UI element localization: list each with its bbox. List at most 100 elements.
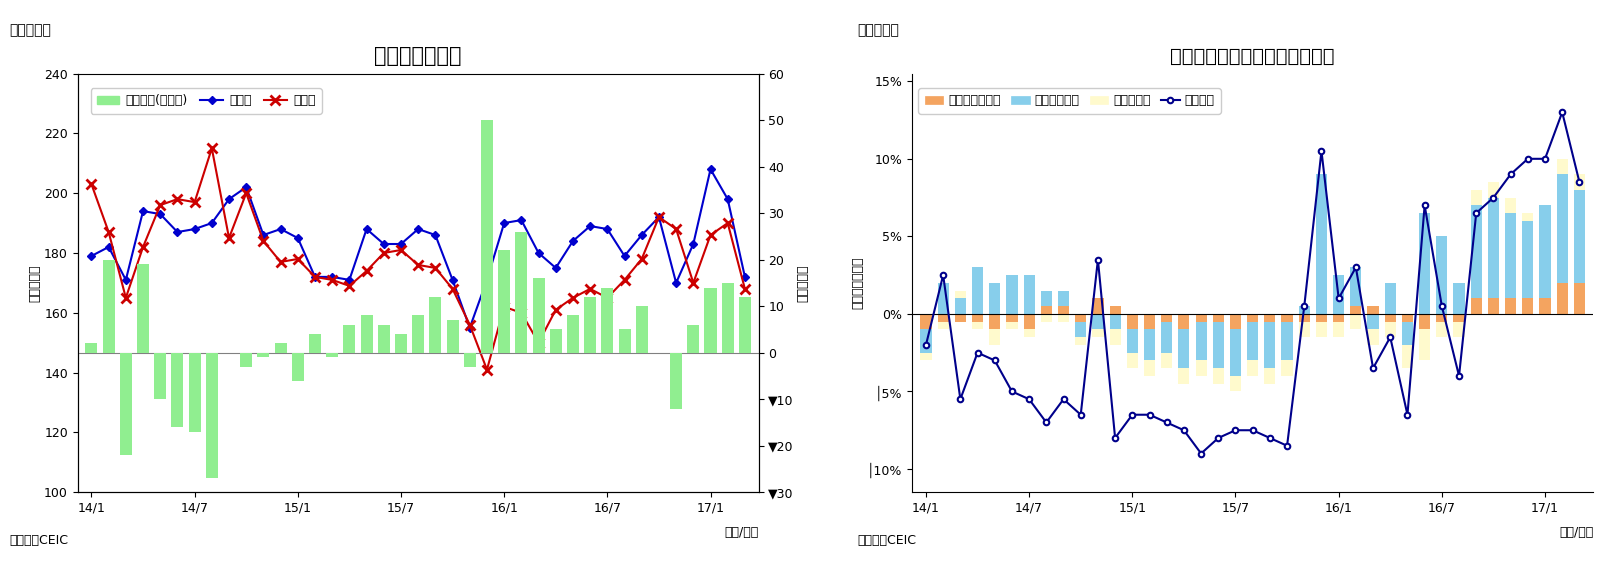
Bar bbox=[550, 329, 562, 353]
Bar bbox=[938, 314, 949, 321]
Bar bbox=[1109, 314, 1120, 329]
輸出額 bbox=[597, 226, 617, 233]
Bar bbox=[463, 353, 476, 367]
Bar bbox=[1351, 267, 1362, 306]
Bar bbox=[920, 353, 931, 360]
Bar bbox=[1023, 329, 1035, 337]
輸入額 bbox=[667, 226, 686, 233]
輸入額 bbox=[408, 262, 428, 268]
輸出額 bbox=[202, 219, 221, 226]
輸出合計 bbox=[1072, 412, 1091, 418]
Y-axis label: （前年同月比）: （前年同月比） bbox=[851, 256, 865, 309]
輸出合計 bbox=[1209, 434, 1228, 441]
Bar bbox=[1333, 321, 1344, 337]
Title: タイの賿易収支: タイの賿易収支 bbox=[374, 46, 462, 66]
Line: 輸出額: 輸出額 bbox=[89, 166, 747, 331]
Bar bbox=[1196, 314, 1207, 321]
Bar bbox=[618, 329, 631, 353]
Bar bbox=[1248, 314, 1259, 321]
Bar bbox=[1196, 321, 1207, 360]
輸出額 bbox=[168, 229, 187, 235]
Bar bbox=[1522, 213, 1533, 221]
Bar bbox=[688, 325, 699, 353]
Bar bbox=[1023, 314, 1035, 329]
Bar bbox=[1351, 306, 1362, 314]
輸入額 bbox=[460, 321, 479, 328]
輸出合計 bbox=[1261, 434, 1280, 441]
Bar bbox=[1127, 329, 1138, 353]
Bar bbox=[1540, 205, 1551, 299]
輸出合計 bbox=[1106, 434, 1125, 441]
輸出額 bbox=[581, 223, 600, 230]
Bar bbox=[1454, 321, 1464, 337]
Bar bbox=[137, 264, 148, 353]
Bar bbox=[920, 314, 931, 329]
Bar bbox=[1351, 314, 1362, 329]
Bar bbox=[1230, 314, 1241, 329]
輸入額 bbox=[150, 202, 169, 209]
Bar bbox=[1075, 337, 1086, 345]
Line: 輸入額: 輸入額 bbox=[87, 144, 751, 374]
Bar bbox=[1109, 306, 1120, 314]
Bar bbox=[1144, 314, 1156, 329]
Bar bbox=[1299, 314, 1311, 321]
Bar bbox=[533, 278, 544, 353]
輸入額 bbox=[529, 339, 549, 346]
Bar bbox=[1470, 190, 1482, 205]
Bar bbox=[1127, 353, 1138, 368]
Bar bbox=[1454, 283, 1464, 314]
Bar bbox=[103, 259, 115, 353]
Bar bbox=[1556, 174, 1567, 283]
Bar bbox=[1403, 314, 1412, 321]
Bar bbox=[1470, 205, 1482, 299]
輸出合計 bbox=[1225, 427, 1244, 434]
輸出額 bbox=[253, 231, 273, 238]
輸出合計 bbox=[1191, 450, 1210, 457]
Bar bbox=[1488, 299, 1499, 314]
輸出額 bbox=[478, 276, 497, 283]
Bar bbox=[938, 321, 949, 329]
Bar bbox=[670, 353, 683, 409]
Bar bbox=[1504, 198, 1516, 213]
Bar bbox=[1212, 321, 1223, 368]
Bar bbox=[972, 314, 983, 321]
Bar bbox=[515, 232, 528, 353]
輸出合計 bbox=[1243, 427, 1262, 434]
輸出合計 bbox=[1346, 264, 1365, 271]
輸出額 bbox=[667, 279, 686, 286]
輸出額 bbox=[700, 166, 720, 173]
輸出額 bbox=[649, 214, 668, 221]
Bar bbox=[1075, 314, 1086, 321]
Bar bbox=[1160, 314, 1172, 321]
輸出合計 bbox=[1398, 412, 1417, 418]
Bar bbox=[1178, 329, 1190, 368]
Text: （資料）CEIC: （資料）CEIC bbox=[10, 534, 68, 547]
輸出額 bbox=[494, 219, 513, 226]
Bar bbox=[1315, 321, 1327, 337]
Bar bbox=[1160, 321, 1172, 353]
輸出額 bbox=[426, 231, 445, 238]
輸出額 bbox=[150, 211, 169, 218]
Bar bbox=[1504, 213, 1516, 299]
Bar bbox=[1057, 291, 1068, 306]
輸入額 bbox=[736, 286, 755, 292]
輸出額 bbox=[718, 196, 738, 202]
輸出合計 bbox=[1157, 419, 1177, 426]
輸出合計 bbox=[1501, 171, 1520, 178]
Bar bbox=[989, 329, 1001, 345]
Bar bbox=[1023, 275, 1035, 314]
Bar bbox=[378, 325, 391, 353]
輸出額 bbox=[442, 276, 462, 283]
Bar bbox=[1556, 283, 1567, 314]
Y-axis label: （億ドル）: （億ドル） bbox=[797, 264, 810, 302]
輸入額 bbox=[684, 279, 704, 286]
Bar bbox=[1488, 198, 1499, 299]
輸入額 bbox=[391, 247, 410, 254]
Bar bbox=[1057, 306, 1068, 314]
輸出額 bbox=[237, 184, 257, 190]
Bar bbox=[1212, 314, 1223, 321]
Bar bbox=[1522, 221, 1533, 299]
輸出額 bbox=[391, 241, 410, 247]
Bar bbox=[1419, 213, 1430, 314]
Bar bbox=[1230, 376, 1241, 392]
